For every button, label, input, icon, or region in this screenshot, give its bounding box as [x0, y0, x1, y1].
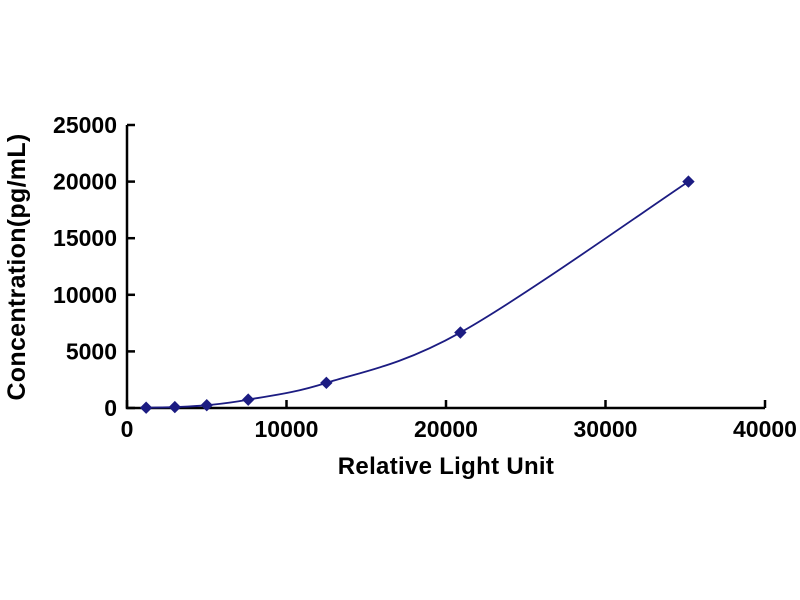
data-point-marker [168, 400, 182, 414]
data-point-marker [242, 393, 255, 406]
x-tick-label: 40000 [733, 416, 797, 442]
data-point-marker [139, 401, 153, 414]
y-axis-title: Concentration(pg/mL) [3, 133, 31, 401]
y-tick-label: 20000 [53, 169, 117, 195]
x-tick-label: 0 [121, 416, 134, 442]
x-tick-label: 30000 [574, 416, 638, 442]
y-tick-label: 5000 [66, 338, 117, 364]
data-point-marker [200, 398, 213, 412]
axis-lines [125, 125, 765, 410]
y-tick-label: 15000 [53, 225, 117, 251]
x-tick-label: 20000 [414, 416, 478, 442]
x-tick-label: 10000 [255, 416, 319, 442]
curve-line [146, 180, 689, 409]
y-tick-label: 0 [104, 395, 117, 421]
y-tick-label: 10000 [53, 282, 117, 308]
y-tick-label: 25000 [53, 112, 117, 138]
data-point-marker [682, 175, 695, 188]
data-point-marker [320, 376, 333, 390]
data-point-marker [454, 326, 467, 339]
x-axis-title: Relative Light Unit [337, 453, 555, 480]
